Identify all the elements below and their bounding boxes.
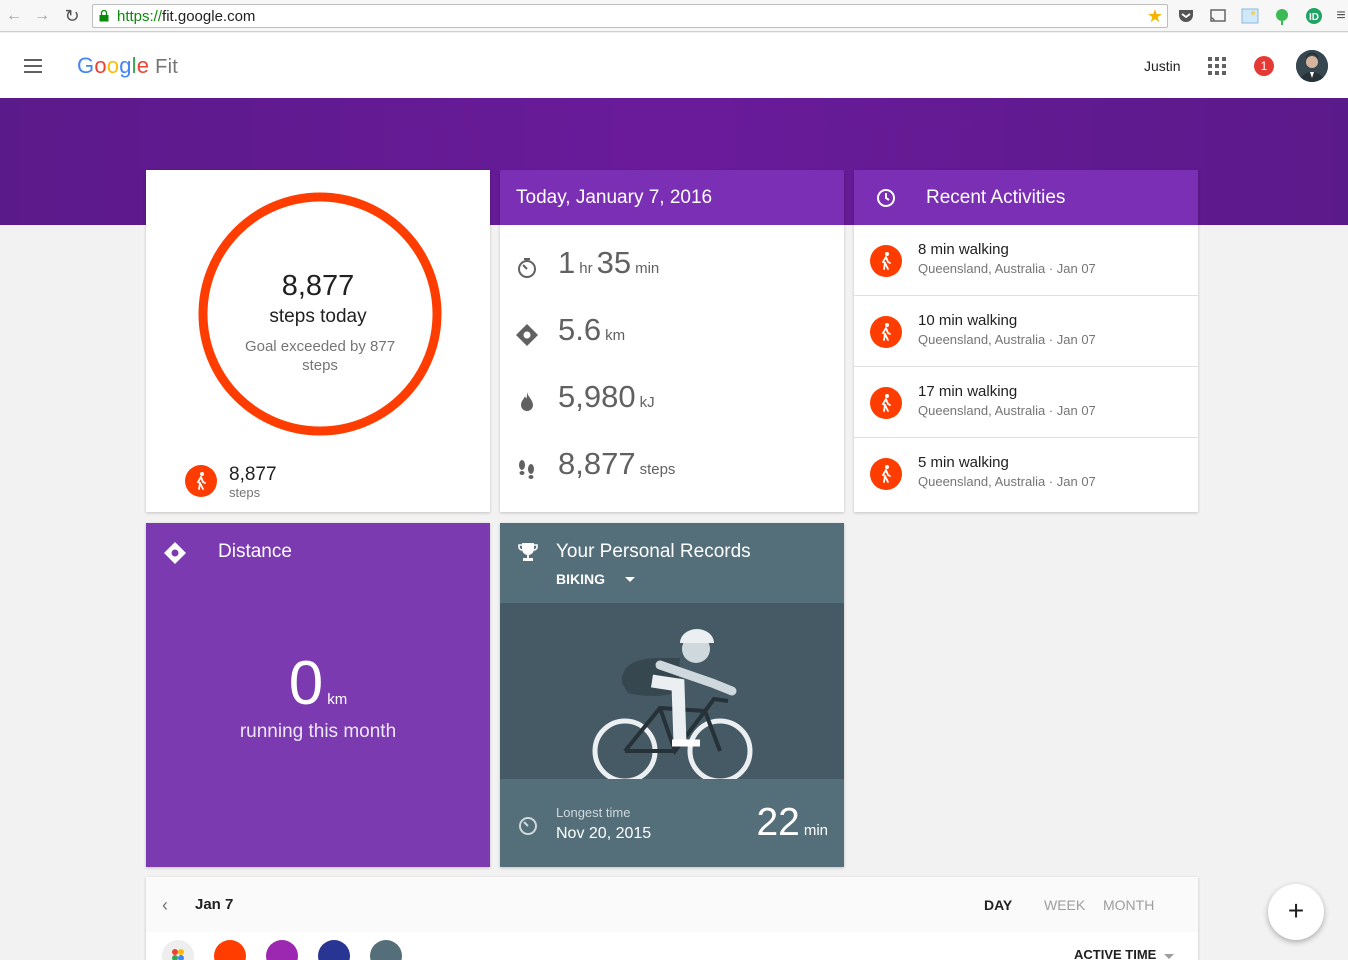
activity-subtitle: Queensland, Australia · Jan 07 [918,332,1096,347]
cast-icon[interactable] [1208,6,1228,26]
tab-week[interactable]: WEEK [1044,897,1086,913]
record-value: 22 min [756,801,828,844]
record-date: Nov 20, 2015 [556,825,652,842]
chevron-down-icon[interactable] [625,577,635,582]
activity-title: 5 min walking [918,454,1009,471]
recent-header: Recent Activities [854,170,1198,225]
distance-value: 0 km [288,649,348,718]
forward-arrow-icon[interactable]: → [34,7,50,24]
records-title: Your Personal Records [556,541,751,562]
workout-filter-icon[interactable] [318,940,350,960]
active-time-value: 1 hr 35 min [558,245,660,280]
flame-icon [521,392,533,411]
svg-text:ID: ID [1309,12,1319,23]
walking-filter-icon[interactable] [214,940,246,960]
active-time-row: 1 hr 35 min [500,245,844,285]
today-card[interactable]: Today, January 7, 2016 1 hr 35 min 5.6 km 5,… [500,170,844,512]
all-activities-icon[interactable] [162,940,194,960]
list-item[interactable]: 17 min walking Queensland, Australia · J… [854,367,1198,438]
list-item[interactable]: 10 min walking Queensland, Australia · J… [854,296,1198,367]
bookmark-star-icon[interactable]: ★ [1146,6,1163,26]
chevron-down-icon[interactable] [1164,954,1174,959]
add-button[interactable]: + [1268,884,1324,940]
distance-row: 5.6 km [500,312,844,352]
records-footer: Longest time Nov 20, 2015 22 min [500,779,844,867]
url-text: https://fit.google.com [117,8,256,25]
running-filter-icon[interactable] [266,940,298,960]
walking-icon [870,245,902,277]
steps-row: 8,877 steps [500,446,844,486]
personal-records-card[interactable]: Your Personal Records BIKING Longest tim… [500,523,844,867]
activity-title: 17 min walking [918,383,1018,400]
notification-badge[interactable]: 1 [1254,56,1274,76]
list-item[interactable]: 8 min walking Queensland, Australia · Ja… [854,225,1198,296]
activity-title: 10 min walking [918,312,1018,329]
activity-title: 8 min walking [918,241,1009,258]
record-label: Longest time [556,805,631,820]
activity-subtitle: Queensland, Australia · Jan 07 [918,261,1096,276]
trophy-icon [518,543,538,561]
image-extension-icon[interactable] [1240,6,1260,26]
lock-icon [99,10,109,22]
logo-fit: Fit [155,56,178,78]
browser-toolbar: ← → ↻ https://fit.google.com ★ ID ≡ [0,0,1348,32]
sport-selector[interactable]: BIKING [556,571,605,587]
apps-grid-icon[interactable] [1208,57,1226,75]
tab-day[interactable]: DAY [984,897,1013,913]
walking-icon [185,465,217,497]
records-header: Your Personal Records BIKING [500,523,844,603]
clock-icon [877,189,895,207]
timeline-date: Jan 7 [195,896,234,913]
evernote-icon[interactable] [1272,6,1292,26]
steps-footer-label: steps [229,485,261,500]
avatar[interactable] [1296,50,1328,82]
recent-activities-card[interactable]: Recent Activities 8 min walking Queensla… [854,170,1198,512]
distance-diamond-icon [516,324,538,346]
walking-icon [870,458,902,490]
extension-id-icon[interactable]: ID [1304,6,1324,26]
energy-row: 5,980 kJ [500,379,844,419]
activity-subtitle: Queensland, Australia · Jan 07 [918,403,1096,418]
recent-title: Recent Activities [926,187,1066,208]
user-name[interactable]: Justin [1144,58,1181,74]
footprints-icon [519,460,534,479]
address-bar[interactable]: https://fit.google.com ★ [92,4,1168,28]
distance-title: Distance [218,541,292,562]
steps-card[interactable]: 8,877 steps today Goal exceeded by 877 s… [146,170,490,512]
distance-diamond-icon [164,542,186,564]
timeline-header: ‹ Jan 7 DAY WEEK MONTH [146,877,1198,932]
steps-label: steps today [269,306,367,327]
today-title: Today, January 7, 2016 [516,187,713,208]
more-filter-icon[interactable] [370,940,402,960]
biking-illustration [500,603,844,779]
timeline-panel: ‹ Jan 7 DAY WEEK MONTH ACTIVE TIME [146,877,1198,960]
distance-value: 5.6 km [558,312,626,347]
list-item[interactable]: 5 min walking Queensland, Australia · Ja… [854,438,1198,509]
steps-footer-count: 8,877 [229,464,277,485]
reload-icon[interactable]: ↻ [64,6,80,26]
active-time-selector[interactable]: ACTIVE TIME [1074,947,1157,960]
pocket-icon[interactable] [1176,6,1196,26]
timer-icon [518,258,536,278]
activity-subtitle: Queensland, Australia · Jan 07 [918,474,1096,489]
energy-value: 5,980 kJ [558,379,655,414]
distance-card[interactable]: Distance 0 km running this month [146,523,490,867]
back-arrow-icon[interactable]: ← [6,7,22,24]
timer-icon [519,817,537,835]
walking-icon [870,316,902,348]
distance-label: running this month [239,721,397,742]
app-header: Google Fit Justin 1 [0,33,1348,98]
goal-text: Goal exceeded by 877 steps [244,338,396,374]
logo-google: Google [77,53,150,78]
hamburger-menu-icon[interactable] [24,59,42,73]
chrome-menu-icon[interactable]: ≡ [1336,7,1346,24]
google-fit-logo[interactable]: Google Fit [77,53,178,79]
steps-goal-ring [198,192,442,436]
tab-month[interactable]: MONTH [1103,897,1155,913]
chevron-left-icon[interactable]: ‹ [162,895,168,915]
walking-icon [870,387,902,419]
steps-count: 8,877 [281,270,355,302]
steps-value: 8,877 steps [558,446,676,481]
today-header: Today, January 7, 2016 [500,170,844,225]
